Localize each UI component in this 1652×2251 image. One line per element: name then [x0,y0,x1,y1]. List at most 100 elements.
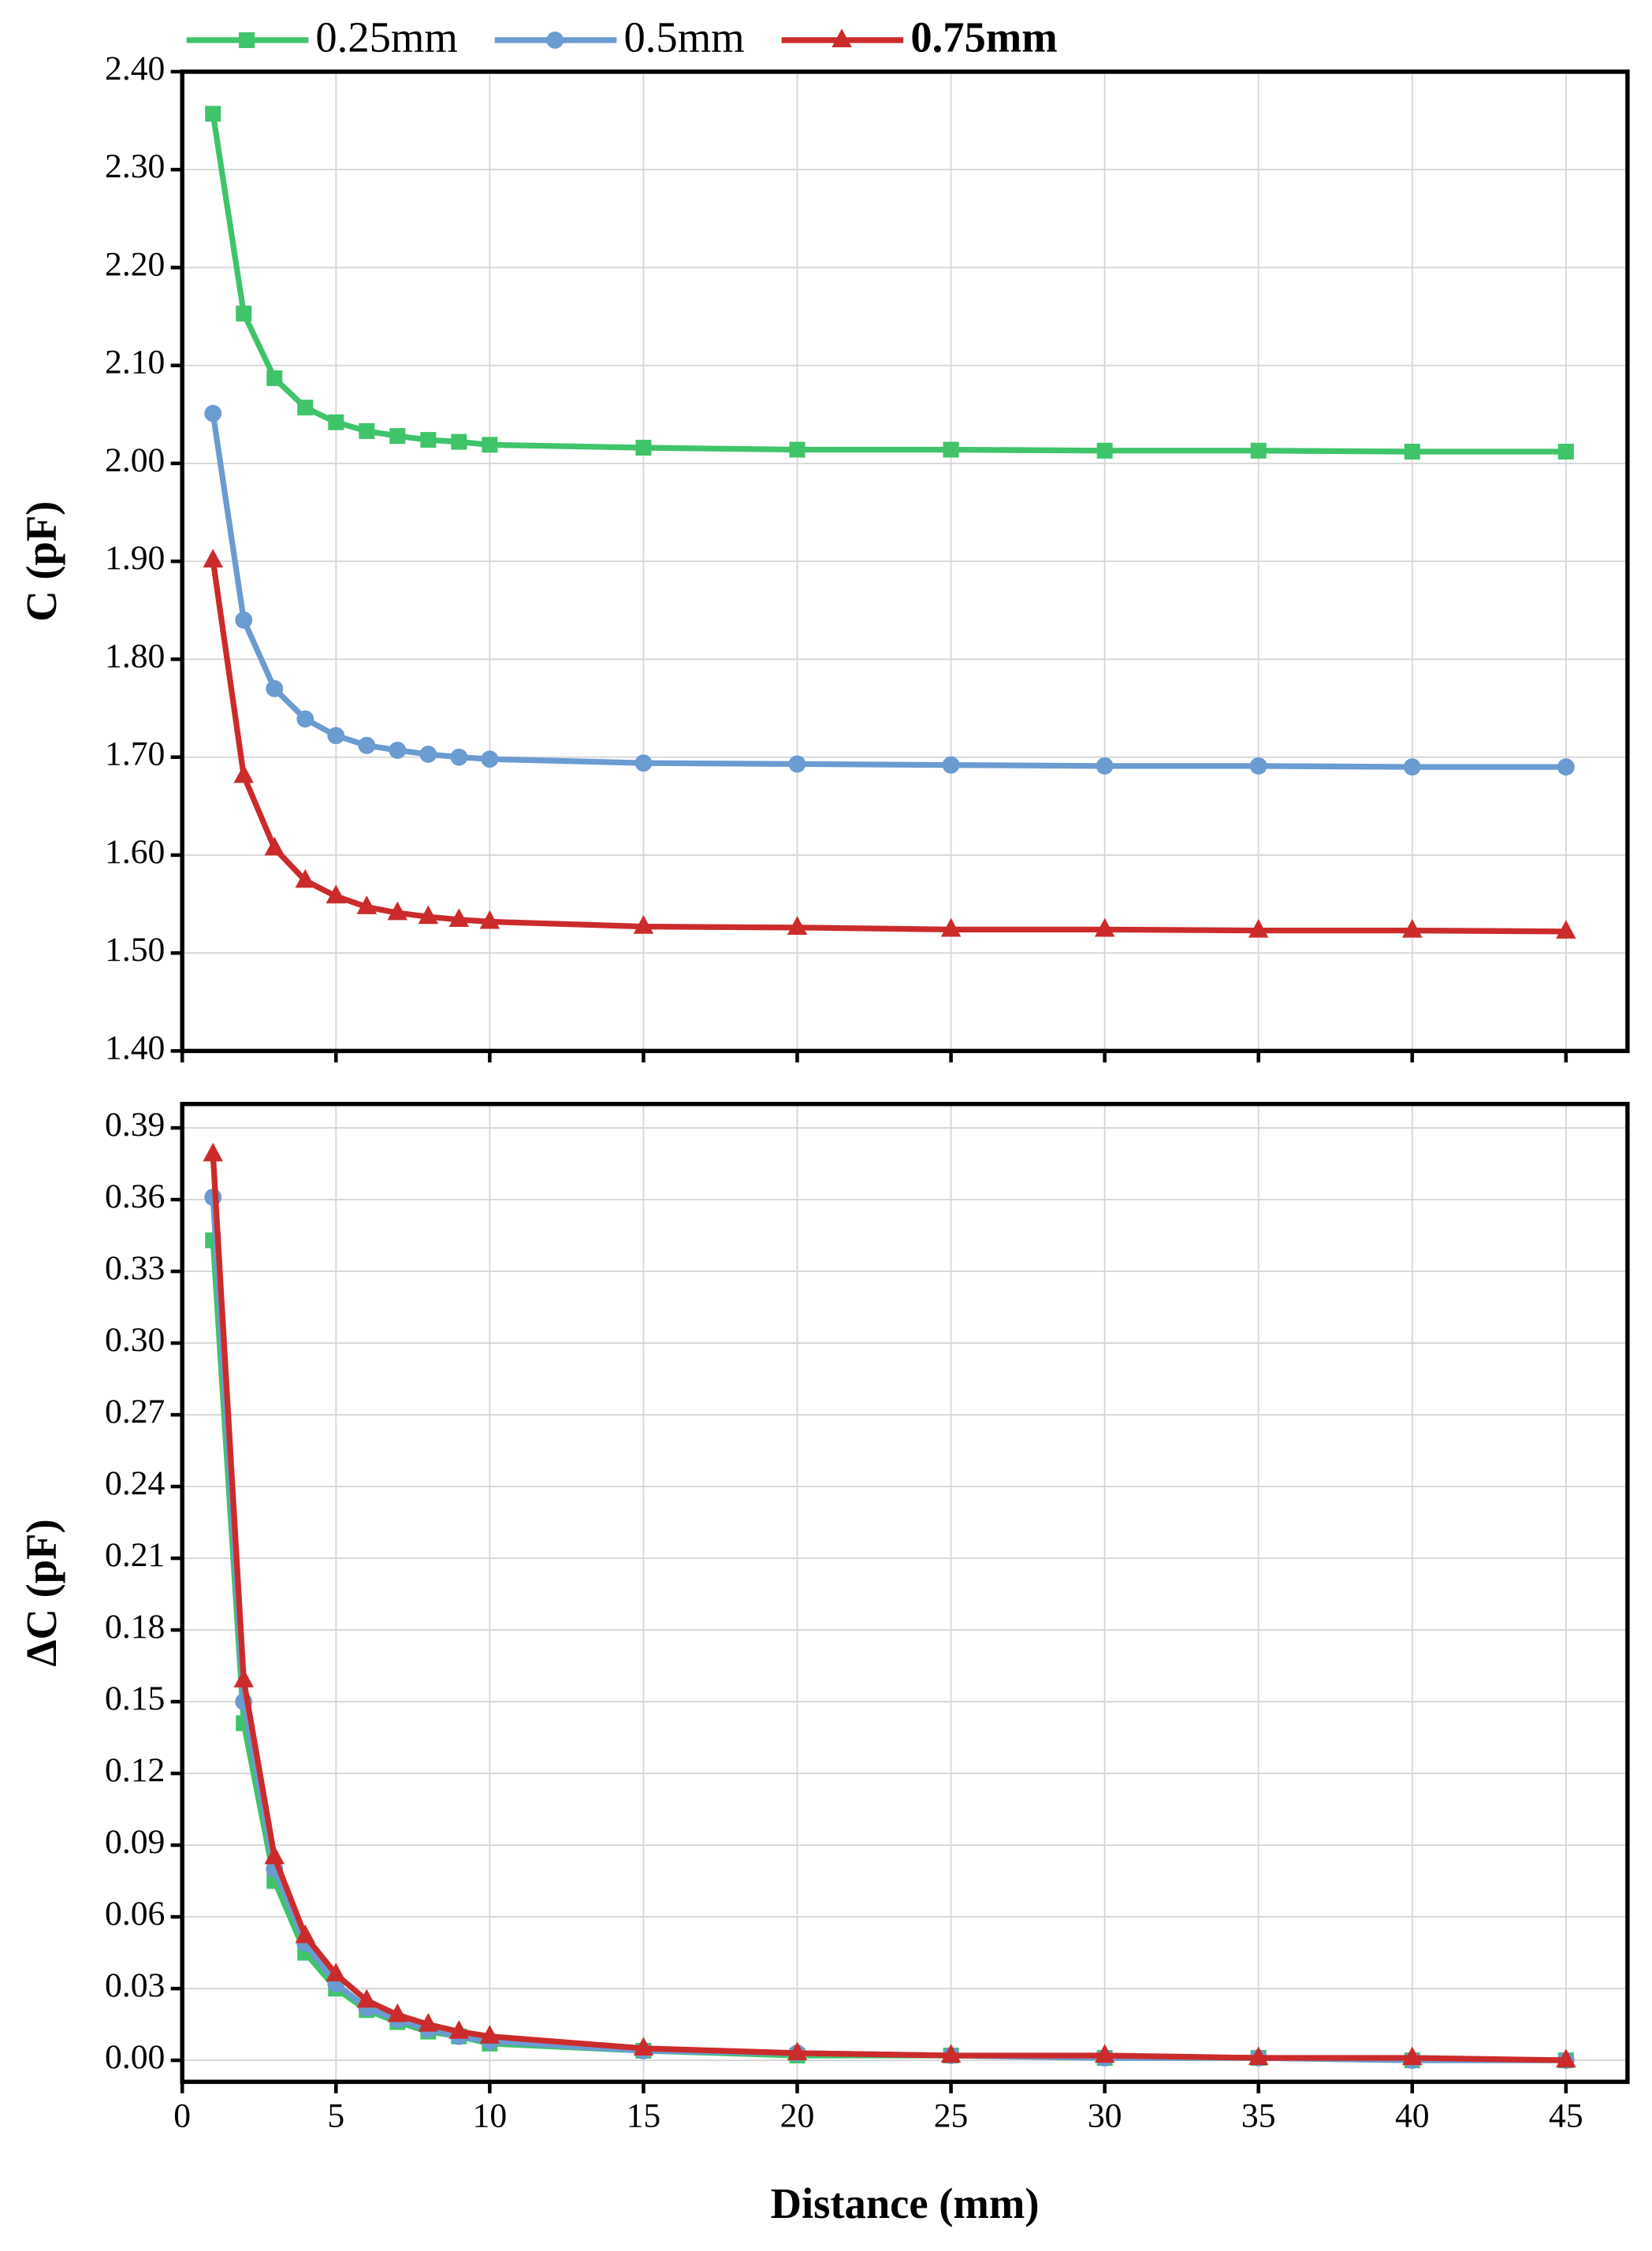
marker [1403,758,1421,776]
plot-area [203,1142,1576,2069]
marker [481,750,499,768]
marker [942,756,960,774]
marker [1556,2048,1576,2068]
marker [787,916,808,935]
marker [1556,920,1576,939]
marker [420,432,437,448]
legend-label: 0.75mm [910,13,1057,61]
marker [1249,757,1267,775]
x-tick-label: 25 [934,2097,969,2135]
marker [1557,444,1574,460]
plot-background [182,1103,1628,2082]
marker [450,748,468,766]
y-tick-label: 0.15 [105,1680,165,1717]
marker [787,2041,808,2061]
marker [326,1963,347,1981]
marker [451,433,467,450]
marker [633,915,654,934]
marker [418,2012,439,2032]
marker [1248,2046,1269,2066]
marker [266,370,283,386]
legend-label: 0.25mm [315,13,457,61]
marker [1096,442,1113,459]
y-tick-label: 1.70 [105,735,165,773]
y-tick-label: 1.50 [105,931,165,969]
x-tick-label: 45 [1549,2097,1583,2135]
plot-area [203,106,1576,939]
marker [634,754,653,772]
marker [633,2037,654,2056]
marker [940,917,962,937]
marker [359,422,375,439]
legend-marker [832,28,852,48]
marker [1402,2046,1423,2066]
y-tick-label: 2.40 [105,50,165,87]
marker [233,1669,254,1687]
y-tick-label: 0.03 [105,1966,165,2004]
marker [1557,758,1575,776]
marker [1096,757,1114,775]
marker [297,400,314,416]
y-tick-label: 0.33 [105,1249,165,1287]
marker [389,742,407,759]
marker [356,1989,378,2008]
marker [1404,444,1420,460]
marker [356,895,378,914]
marker [327,727,345,745]
y-tick-label: 2.00 [105,441,165,479]
marker [789,441,806,458]
marker [389,428,406,445]
y-tick-label: 1.40 [105,1029,165,1066]
marker [940,2044,962,2063]
x-tick-label: 0 [173,2097,191,2135]
marker [448,908,470,928]
y-tick-label: 1.80 [105,637,165,675]
x-tick-label: 35 [1241,2097,1276,2135]
marker [635,440,652,456]
plot-frame [180,69,1630,1054]
marker [203,549,223,568]
marker [418,905,439,925]
marker [1248,919,1269,938]
y-tick-label: 2.10 [105,344,165,381]
marker [296,710,314,728]
y-tick-label: 0.30 [105,1321,165,1359]
y-tick-label: 0.06 [105,1895,165,1933]
marker [264,836,285,856]
y-tick-label: 0.39 [105,1106,165,1144]
marker [387,2003,408,2022]
marker [233,764,254,783]
marker [264,1845,285,1865]
y-axis-title: ΔC (pF) [17,1519,65,1666]
marker [1250,442,1267,459]
marker [482,437,498,453]
marker [448,2020,470,2039]
y-tick-label: 2.30 [105,147,165,185]
marker [236,305,252,322]
y-tick-label: 0.36 [105,1178,165,1215]
legend-label: 0.5mm [624,13,745,61]
marker [205,106,221,122]
x-tick-label: 15 [627,2097,661,2135]
y-tick-label: 0.00 [105,2038,165,2076]
x-tick-label: 30 [1088,2097,1122,2135]
y-tick-label: 0.27 [105,1393,165,1431]
plot-frame [180,1101,1630,2085]
y-tick-label: 0.24 [105,1464,166,1502]
y-tick-label: 2.20 [105,245,165,283]
marker [479,2025,500,2044]
marker [266,679,284,698]
marker [295,869,316,888]
x-tick-label: 20 [780,2097,815,2135]
x-tick-label: 40 [1395,2097,1430,2135]
marker [235,611,253,629]
marker [1094,917,1115,937]
marker [419,746,437,763]
marker [943,441,959,458]
y-tick-label: 1.90 [105,539,165,577]
marker [479,910,500,929]
marker [358,736,376,754]
x-tick-label: 5 [327,2097,344,2135]
y-axis-title: C (pF) [17,501,65,622]
